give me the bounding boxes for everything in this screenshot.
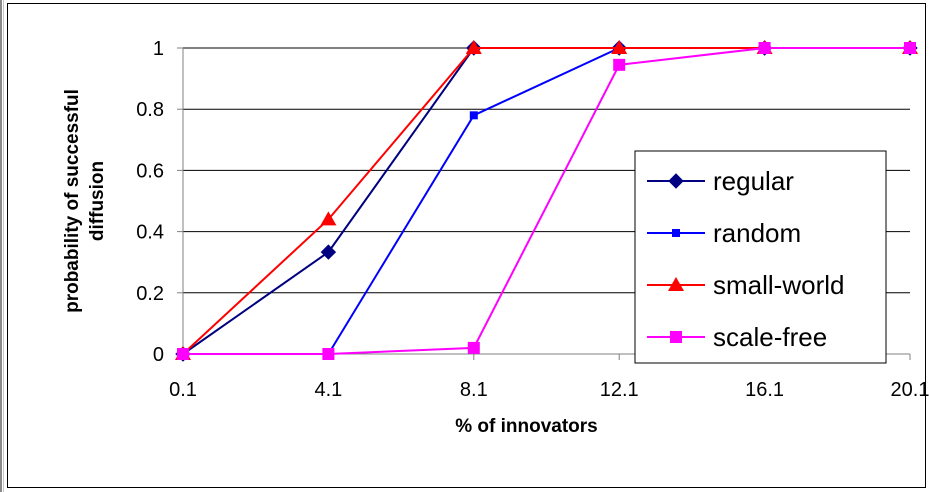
- data-series: [175, 40, 918, 362]
- data-point-small-world: [465, 40, 482, 54]
- x-axis-title: % of innovators: [455, 416, 598, 437]
- data-point-small-world: [320, 211, 337, 226]
- y-tick-labels: 0 0.2 0.4 0.6 0.8 1: [136, 38, 164, 366]
- data-point-scale-free: [177, 348, 189, 360]
- legend-marker-random: [672, 229, 680, 237]
- data-point-scale-free: [322, 348, 335, 360]
- y-tick-label: 0.6: [136, 160, 164, 182]
- series-line-scale-free: [183, 47, 910, 355]
- data-point-scale-free: [467, 341, 480, 354]
- data-point-small-world: [611, 40, 628, 54]
- y-tick-label: 1: [153, 38, 164, 60]
- legend-item-scale-free: scale-free: [647, 322, 827, 352]
- x-tick-labels: 0.1 4.1 8.1 12.1 16.1 20.1: [169, 379, 929, 401]
- legend-label: random: [713, 218, 801, 248]
- data-point-scale-free: [904, 42, 916, 54]
- series-scale-free: [177, 42, 916, 360]
- legend-item-random: random: [647, 218, 801, 248]
- window-edge: [0, 0, 2, 492]
- y-tick-label: 0.8: [136, 99, 164, 121]
- y-axis-title-line: diffusion: [87, 161, 108, 241]
- data-point-random: [469, 111, 478, 120]
- legend-item-regular: regular: [647, 166, 794, 196]
- y-tick-label: 0.4: [136, 222, 164, 244]
- legend-marker-scale-free: [670, 331, 682, 343]
- y-axis-title-line: probability of successful: [62, 89, 83, 313]
- data-point-scale-free: [758, 42, 771, 54]
- y-axis-title: probability of successful diffusion: [62, 89, 108, 313]
- x-tick-label: 4.1: [314, 379, 342, 401]
- x-tick-label: 0.1: [169, 379, 197, 401]
- x-tick-label: 16.1: [745, 379, 784, 401]
- legend-label: regular: [713, 166, 794, 196]
- data-point-regular: [320, 244, 337, 260]
- legend-label: small-world: [713, 270, 844, 300]
- data-point-scale-free: [613, 58, 626, 71]
- legend-marker-small-world: [668, 277, 684, 291]
- x-tick-label: 20.1: [891, 379, 929, 401]
- y-tick-label: 0.2: [136, 283, 164, 305]
- legend-item-small-world: small-world: [647, 270, 844, 300]
- x-tick-label: 8.1: [460, 379, 488, 401]
- x-tick-label: 12.1: [600, 379, 639, 401]
- legend-label: scale-free: [713, 322, 827, 352]
- window-edge-highlight: [3, 0, 4, 492]
- legend: regular random small-world scale-free: [634, 150, 887, 364]
- legend-marker-regular: [668, 173, 684, 189]
- y-tick-label: 0: [153, 344, 164, 366]
